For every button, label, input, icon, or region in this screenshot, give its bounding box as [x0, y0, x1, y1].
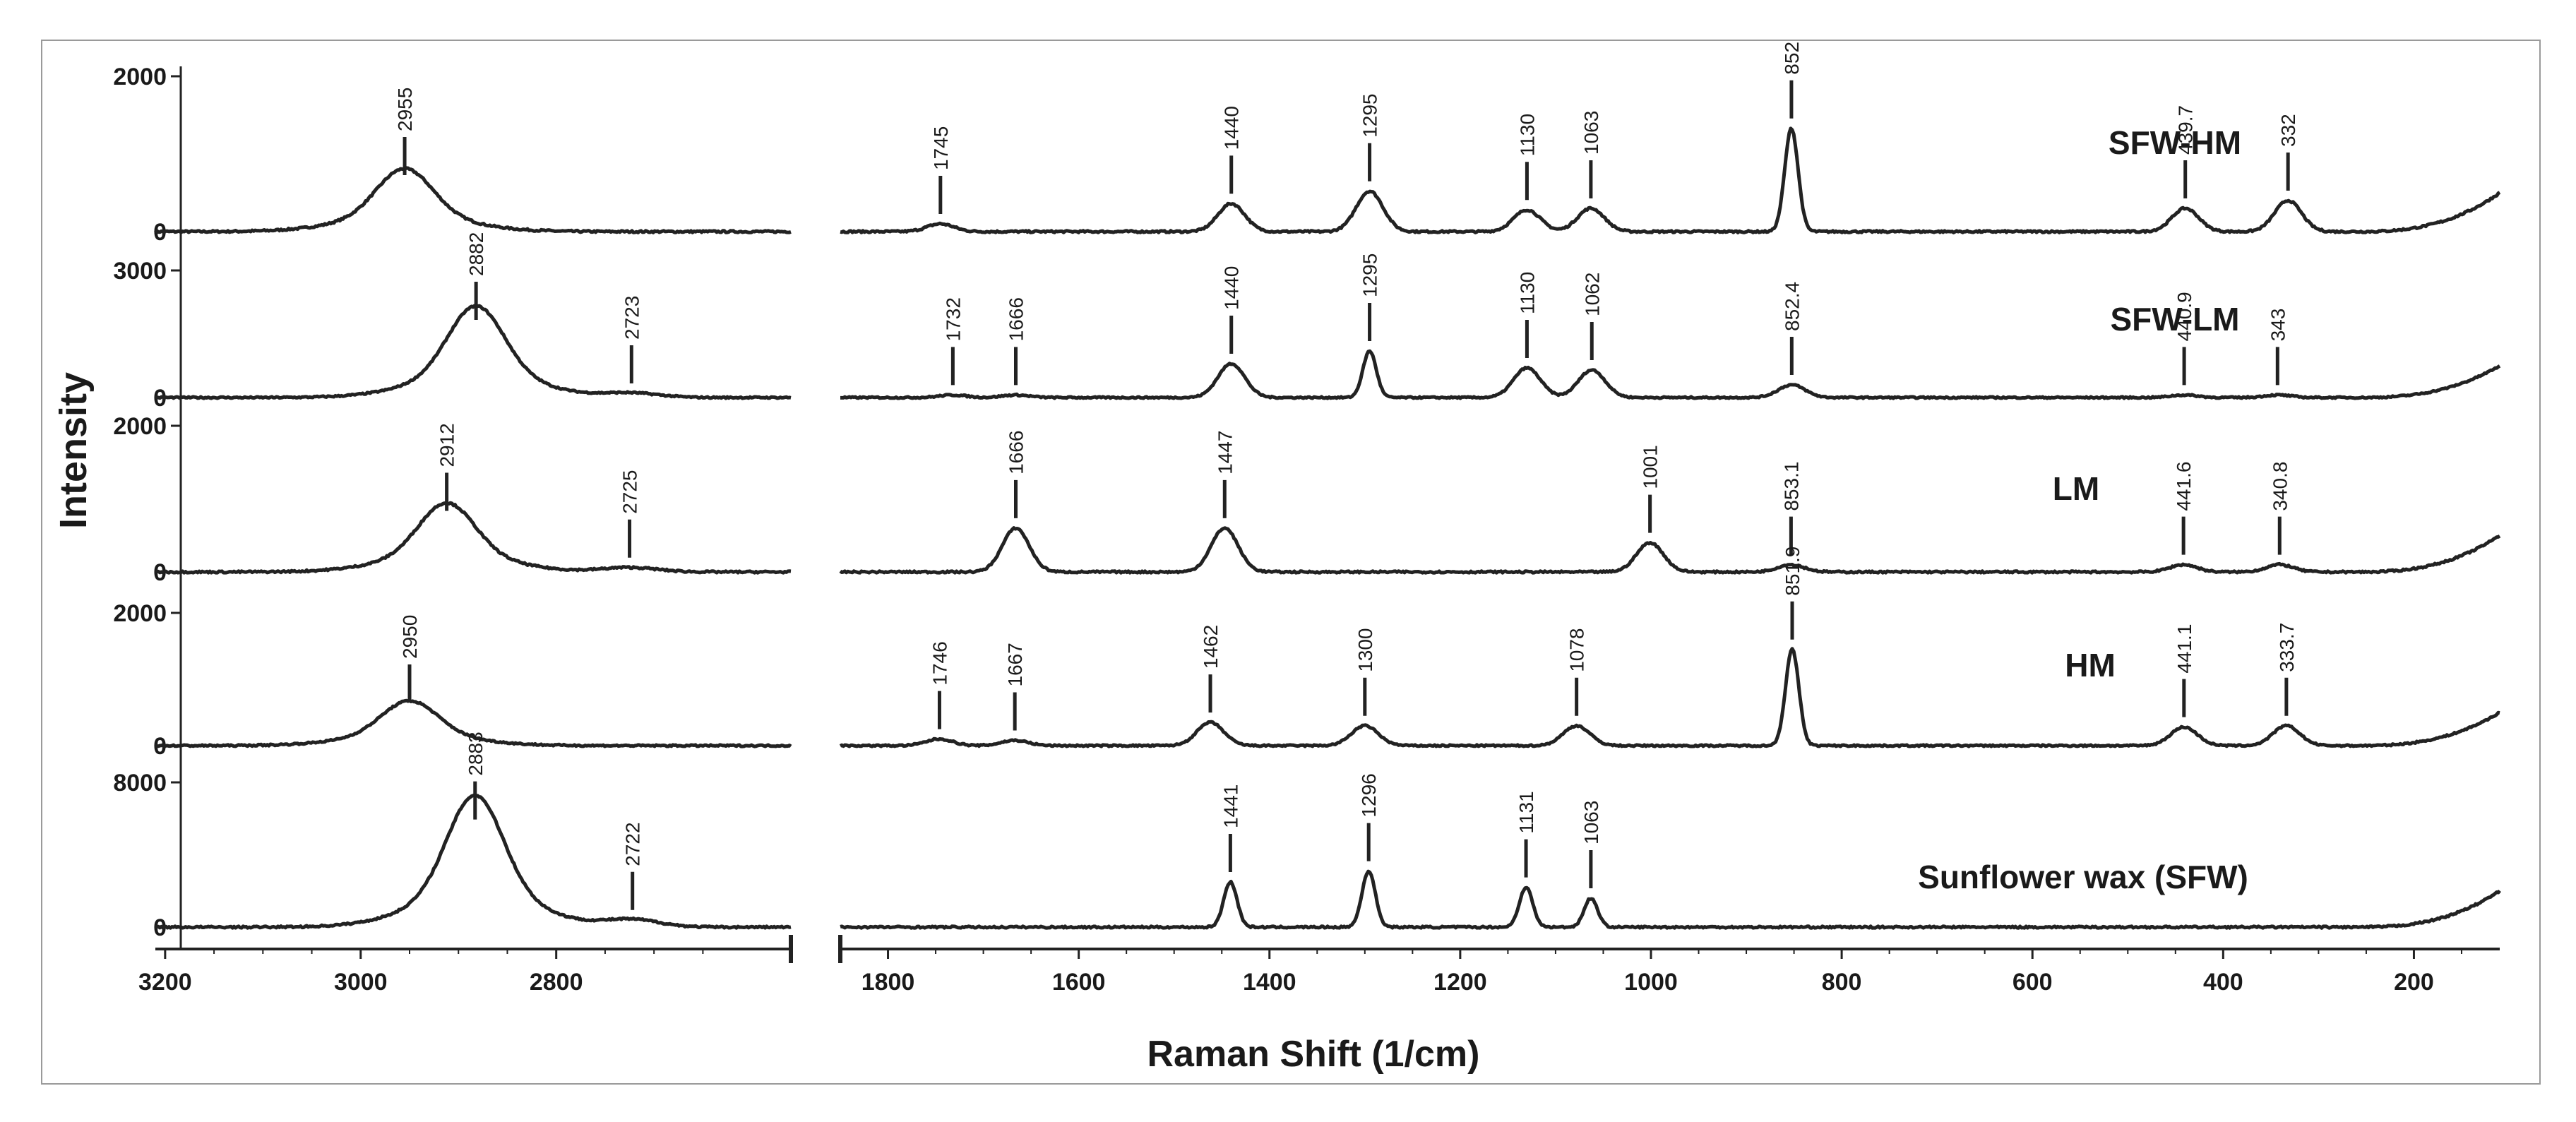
series-label: SFW-LM: [2110, 301, 2239, 338]
peak-label: 1441: [1220, 784, 1241, 828]
peak-label: 1063: [1580, 111, 1602, 155]
peak-label: 332: [2277, 114, 2299, 147]
peak-label: 2912: [436, 423, 458, 467]
peak-label: 1666: [1006, 431, 1027, 475]
peak-label: 441.1: [2174, 624, 2195, 674]
peak-label: 1440: [1221, 266, 1243, 310]
peak-label: 441.6: [2173, 462, 2195, 511]
peak-label: 2725: [619, 470, 641, 513]
figure-frame: 3200 3000 2800 1800 1600 1400 1200 1000 800 600 40…: [41, 40, 2541, 1085]
spectrum-line: [840, 869, 2501, 930]
spectrum-line: [839, 647, 2500, 748]
spectrum-line: [154, 304, 792, 400]
x-tick-label: 1200: [1433, 969, 1487, 996]
peak-label: 1295: [1359, 94, 1381, 138]
spectrum-line: [840, 349, 2501, 400]
peak-label: 2722: [622, 822, 644, 866]
raman-spectra-chart: 3200 3000 2800 1800 1600 1400 1200 1000 800 600 40…: [52, 41, 2501, 1075]
peak-label: 1462: [1200, 625, 1222, 669]
y-axis-label: Intensity: [52, 372, 95, 529]
x-tick-label: 800: [1822, 969, 1862, 996]
x-tick-label: 400: [2203, 969, 2243, 996]
peak-label: 1745: [930, 126, 952, 170]
axes: 3200 3000 2800 1800 1600 1400 1200 1000 800 600 40…: [138, 66, 2500, 996]
y-tick-label: 2000: [113, 64, 167, 90]
peak-label: 852.7: [1781, 41, 1803, 75]
series-label: SFW-HM: [2109, 124, 2241, 161]
x-tick-label: 1800: [861, 969, 915, 996]
peak-label: 1130: [1516, 114, 1538, 156]
peak-label: 1666: [1006, 297, 1027, 341]
y-tick-label: 2000: [113, 600, 167, 627]
peak-label: 1300: [1354, 628, 1376, 672]
peak-label: 851.9: [1782, 547, 1803, 596]
peak-label: 2723: [621, 296, 643, 340]
series-label: LM: [2053, 470, 2099, 507]
spectrum-line: [155, 793, 792, 930]
x-tick-label: 1400: [1243, 969, 1296, 996]
peak-label: 1746: [929, 641, 950, 685]
peak-label: 2950: [399, 615, 421, 659]
peak-label: 343: [2267, 309, 2289, 342]
peak-label: 1296: [1358, 773, 1380, 817]
peak-label: 2883: [465, 732, 487, 775]
peak-label: 2882: [465, 232, 487, 276]
spectrum-line: [840, 126, 2501, 234]
x-tick-label: 1000: [1624, 969, 1678, 996]
peak-label: 1078: [1566, 628, 1588, 672]
y-tick-label: 2000: [113, 413, 167, 440]
peak-label: 852.4: [1781, 282, 1803, 331]
x-tick-label: 1600: [1052, 969, 1106, 996]
peak-label: 1447: [1214, 431, 1236, 475]
x-tick-label: 600: [2012, 969, 2053, 996]
peak-label: 1295: [1359, 253, 1381, 297]
peak-label: 2955: [394, 88, 416, 131]
peak-label: 1001: [1640, 445, 1662, 489]
peak-label: 1667: [1004, 643, 1026, 686]
spectrum-line: [839, 526, 2501, 575]
y-tick-label: 3000: [113, 258, 167, 285]
peak-label: 1131: [1515, 791, 1537, 833]
x-tick-label: 2800: [530, 969, 583, 996]
series-label: HM: [2065, 647, 2116, 684]
series-label: Sunflower wax (SFW): [1918, 859, 2248, 895]
peak-label: 340.8: [2269, 462, 2291, 511]
peak-label: 853.1: [1780, 462, 1802, 511]
x-tick-label: 200: [2394, 969, 2434, 996]
x-tick-label: 3000: [334, 969, 388, 996]
x-tick-label: 3200: [138, 969, 192, 996]
y-tick-label: 8000: [113, 770, 167, 796]
spectrum-line: [154, 166, 792, 234]
peak-label: 1062: [1581, 273, 1603, 316]
peak-label: 1130: [1516, 272, 1538, 314]
peak-label: 439.7: [2175, 105, 2197, 155]
peak-label: 1440: [1221, 106, 1243, 150]
peak-label: 1732: [942, 297, 964, 341]
spectrum-line: [155, 501, 792, 575]
peak-label: 440.9: [2174, 292, 2195, 341]
spectrum-line: [155, 698, 792, 748]
peak-label: 333.7: [2276, 623, 2298, 672]
x-axis-label: Raman Shift (1/cm): [1147, 1034, 1480, 1075]
peak-label: 1063: [1580, 801, 1602, 845]
